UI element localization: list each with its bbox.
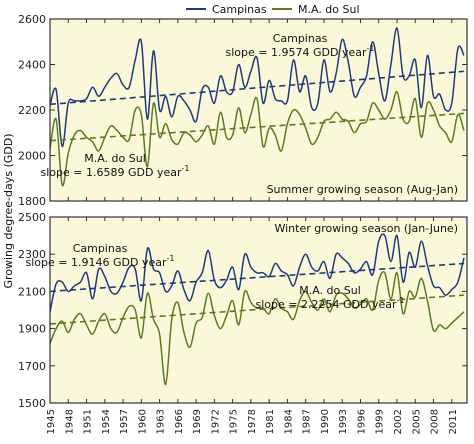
x-tick-label: 1960 bbox=[137, 409, 148, 434]
x-tick-label: 1954 bbox=[101, 409, 112, 434]
annotation-site-name: M.A. do Sul bbox=[84, 152, 146, 165]
annotation-slope: slope = 1.9574 GDD year-1 bbox=[226, 44, 375, 59]
trend-line bbox=[49, 294, 465, 325]
x-tick-label: 1951 bbox=[83, 409, 94, 434]
x-tick-label: 1972 bbox=[210, 409, 221, 434]
panel-background bbox=[50, 217, 467, 403]
panel-label: Summer growing season (Aug-Jan) bbox=[267, 183, 458, 196]
annotation-slope-exponent: -1 bbox=[396, 296, 404, 305]
y-tick-label: 2400 bbox=[18, 59, 46, 72]
y-tick-label: 1900 bbox=[18, 323, 46, 336]
annotation-slope: slope = 1.9146 GDD year-1 bbox=[26, 254, 175, 269]
x-tick-label: 2005 bbox=[411, 409, 422, 434]
x-tick-label: 1957 bbox=[119, 409, 130, 434]
legend-entry: Campinas bbox=[212, 3, 267, 16]
annotation-slope-exponent: -1 bbox=[366, 44, 374, 53]
y-tick-label: 2600 bbox=[18, 13, 46, 26]
x-tick-label: 1987 bbox=[302, 409, 313, 434]
panel-frame bbox=[49, 216, 468, 404]
annotation-site-name: Campinas bbox=[73, 242, 128, 255]
panel-frame bbox=[49, 18, 468, 202]
x-tick-label: 1963 bbox=[156, 409, 167, 434]
x-tick-label: 2002 bbox=[393, 409, 404, 434]
y-tick-label: 2500 bbox=[18, 211, 46, 224]
annotation-slope-text: slope = 2.2254 GDD year bbox=[256, 298, 397, 311]
x-tick-label: 1945 bbox=[46, 409, 57, 434]
x-tick-label: 1948 bbox=[64, 409, 75, 434]
x-tick-label: 1966 bbox=[174, 409, 185, 434]
series-line-m-a-do-sul bbox=[49, 91, 465, 187]
annotation-site-name: M.A. do Sul bbox=[299, 284, 361, 297]
y-tick-label: 1500 bbox=[18, 397, 46, 410]
annotation-slope-exponent: -1 bbox=[181, 164, 189, 173]
legend: Campinas M.A. do Sul bbox=[186, 3, 360, 16]
series-line-m-a-do-sul bbox=[49, 271, 465, 386]
x-tick-label: 1993 bbox=[338, 409, 349, 434]
legend-entry: M.A. do Sul bbox=[298, 3, 360, 16]
trend-line bbox=[49, 262, 465, 293]
x-tick-label: 1990 bbox=[320, 409, 331, 434]
x-tick-label: 1999 bbox=[375, 409, 386, 434]
x-tick-label: 1996 bbox=[356, 409, 367, 434]
series-line-campinas bbox=[49, 233, 465, 313]
x-tick-label: 1978 bbox=[247, 409, 258, 434]
y-tick-label: 2100 bbox=[18, 285, 46, 298]
y-tick-label: 2000 bbox=[18, 150, 46, 163]
annotation-slope-text: slope = 1.6589 GDD year bbox=[41, 166, 182, 179]
annotation-slope: slope = 2.2254 GDD year-1 bbox=[256, 296, 405, 311]
x-tick-label: 2011 bbox=[448, 409, 459, 434]
x-tick-label: 1981 bbox=[265, 409, 276, 434]
trend-line bbox=[49, 112, 465, 142]
x-tick-label: 1969 bbox=[192, 409, 203, 434]
annotation-slope: slope = 1.6589 GDD year-1 bbox=[41, 164, 190, 179]
x-tick-label: 2008 bbox=[430, 409, 441, 434]
x-tick-label: 1984 bbox=[283, 409, 294, 434]
annotation-slope-text: slope = 1.9146 GDD year bbox=[26, 256, 167, 269]
annotation-slope-exponent: -1 bbox=[166, 254, 174, 263]
y-tick-label: 1700 bbox=[18, 360, 46, 373]
annotation-site-name: Campinas bbox=[273, 32, 328, 45]
y-axis-label: Growing degree-days (GDD) bbox=[2, 133, 15, 288]
y-tick-label: 2300 bbox=[18, 248, 46, 261]
y-tick-label: 2200 bbox=[18, 104, 46, 117]
x-tick-label: 1975 bbox=[229, 409, 240, 434]
y-tick-label: 1800 bbox=[18, 195, 46, 208]
annotation-slope-text: slope = 1.9574 GDD year bbox=[226, 46, 367, 59]
series-line-campinas bbox=[49, 27, 465, 148]
panel-label: Winter growing season (Jan-June) bbox=[274, 222, 458, 235]
